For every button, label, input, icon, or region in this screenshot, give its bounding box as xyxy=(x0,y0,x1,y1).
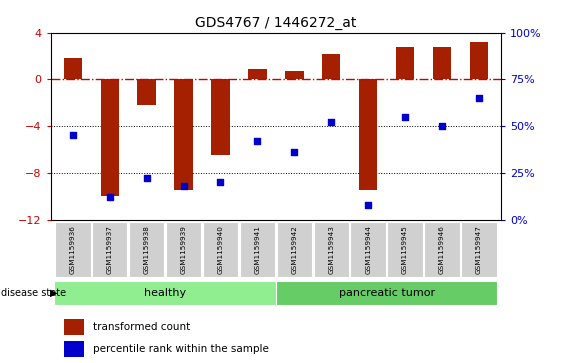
FancyBboxPatch shape xyxy=(55,281,276,305)
Text: GSM1159945: GSM1159945 xyxy=(402,225,408,274)
Text: GSM1159938: GSM1159938 xyxy=(144,225,150,274)
Text: pancreatic tumor: pancreatic tumor xyxy=(338,288,435,298)
Title: GDS4767 / 1446272_at: GDS4767 / 1446272_at xyxy=(195,16,356,30)
FancyBboxPatch shape xyxy=(92,222,127,277)
Text: healthy: healthy xyxy=(144,288,186,298)
Bar xyxy=(470,42,488,79)
Point xyxy=(364,202,373,208)
Point xyxy=(253,138,262,144)
Bar xyxy=(64,340,84,357)
FancyBboxPatch shape xyxy=(387,222,423,277)
Bar xyxy=(285,71,303,79)
FancyBboxPatch shape xyxy=(461,222,497,277)
Bar xyxy=(433,47,451,79)
Text: GSM1159936: GSM1159936 xyxy=(70,225,76,274)
Bar xyxy=(64,319,84,335)
FancyBboxPatch shape xyxy=(55,222,91,277)
Text: disease state: disease state xyxy=(1,288,66,298)
Bar xyxy=(359,79,377,191)
Text: transformed count: transformed count xyxy=(93,322,191,332)
Text: GSM1159942: GSM1159942 xyxy=(291,225,297,274)
Bar xyxy=(396,47,414,79)
Point xyxy=(105,194,114,200)
Point xyxy=(437,123,446,129)
Text: GSM1159940: GSM1159940 xyxy=(217,225,224,274)
Point xyxy=(290,150,299,155)
Text: GSM1159937: GSM1159937 xyxy=(107,225,113,274)
Bar xyxy=(322,54,341,79)
FancyBboxPatch shape xyxy=(425,222,460,277)
FancyBboxPatch shape xyxy=(276,281,497,305)
Text: ▶: ▶ xyxy=(50,288,57,298)
Bar xyxy=(101,79,119,196)
Point xyxy=(327,119,336,125)
FancyBboxPatch shape xyxy=(276,222,312,277)
Text: GSM1159944: GSM1159944 xyxy=(365,225,371,274)
FancyBboxPatch shape xyxy=(350,222,386,277)
Bar xyxy=(248,69,267,79)
Text: GSM1159941: GSM1159941 xyxy=(254,225,261,274)
FancyBboxPatch shape xyxy=(240,222,275,277)
Text: percentile rank within the sample: percentile rank within the sample xyxy=(93,344,269,354)
Point xyxy=(475,95,484,101)
FancyBboxPatch shape xyxy=(129,222,164,277)
FancyBboxPatch shape xyxy=(314,222,349,277)
Text: GSM1159943: GSM1159943 xyxy=(328,225,334,274)
Bar xyxy=(211,79,230,155)
Point xyxy=(216,179,225,185)
Point xyxy=(68,132,77,138)
FancyBboxPatch shape xyxy=(203,222,238,277)
Bar xyxy=(175,79,193,191)
Point xyxy=(179,183,188,189)
Point xyxy=(401,114,410,120)
FancyBboxPatch shape xyxy=(166,222,202,277)
Bar xyxy=(64,58,82,79)
Text: GSM1159946: GSM1159946 xyxy=(439,225,445,274)
Point xyxy=(142,176,151,182)
Text: GSM1159947: GSM1159947 xyxy=(476,225,482,274)
Text: GSM1159939: GSM1159939 xyxy=(181,225,186,274)
Bar xyxy=(137,79,156,105)
